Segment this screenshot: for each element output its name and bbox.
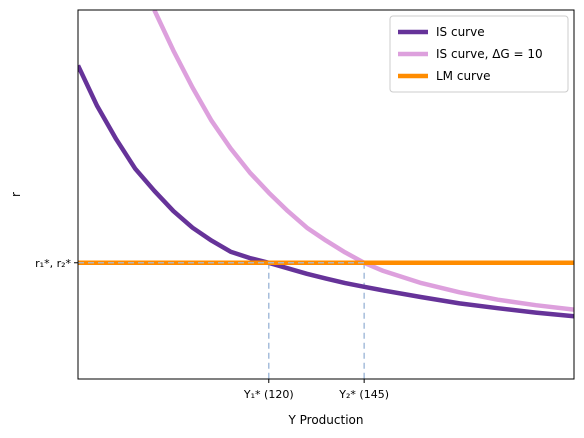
legend-label-3: LM curve xyxy=(436,69,490,83)
legend-label-1: IS curve xyxy=(436,25,485,39)
x-axis-label: Y Production xyxy=(288,413,364,427)
legend: IS curve IS curve, ΔG = 10 LM curve xyxy=(389,15,569,93)
series-group xyxy=(78,10,574,319)
y-ticks: r₁*, r₂* xyxy=(35,257,78,270)
y-tick-label-1: r₁*, r₂* xyxy=(35,257,71,270)
series-line-1 xyxy=(78,64,574,319)
x-tick-label-2: Y₂* (145) xyxy=(338,388,389,401)
x-tick-label-1: Y₁* (120) xyxy=(243,388,294,401)
x-ticks: Y₁* (120) Y₂* (145) xyxy=(243,379,389,401)
series-line-2 xyxy=(152,10,574,312)
y-axis-label: r xyxy=(9,192,23,197)
legend-label-2: IS curve, ΔG = 10 xyxy=(436,47,543,61)
equilibrium-guides xyxy=(78,262,365,379)
plot-frame xyxy=(77,9,575,380)
legend-box xyxy=(389,15,569,93)
